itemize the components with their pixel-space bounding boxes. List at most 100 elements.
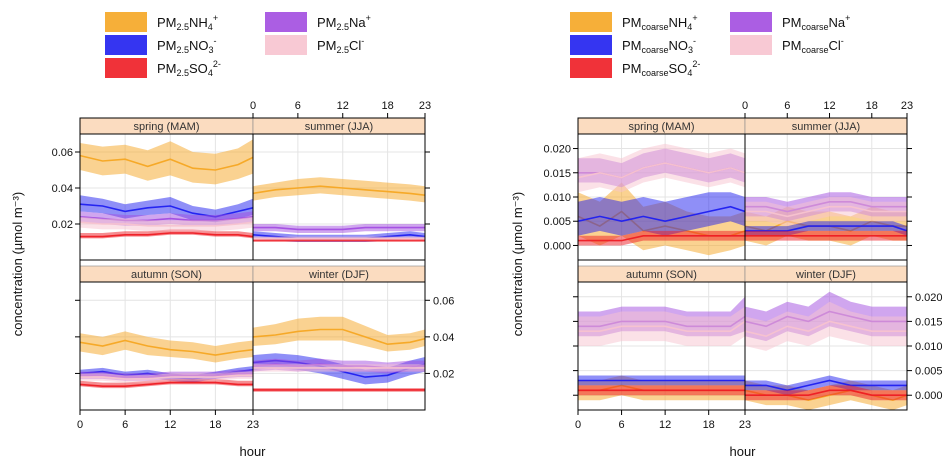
x-tick-label: 23 bbox=[739, 419, 751, 431]
legend-label: PM2.5NO3- bbox=[157, 36, 217, 55]
series-band-Cl bbox=[745, 301, 907, 351]
legend-label: PMcoarseSO42- bbox=[622, 59, 700, 78]
x-axis-title: hour bbox=[239, 444, 266, 459]
series-line-Cl bbox=[578, 162, 745, 179]
panel-spring: spring (MAM) bbox=[577, 117, 746, 261]
legend-item: PMcoarseSO42- bbox=[570, 58, 700, 78]
x-tick-label: 12 bbox=[823, 100, 835, 112]
panel-strip-label: spring (MAM) bbox=[133, 121, 199, 133]
series-band-SO4 bbox=[578, 230, 745, 246]
y-tick-label: 0.005 bbox=[915, 366, 943, 378]
series-line-NH4 bbox=[253, 328, 425, 346]
x-tick-label: 23 bbox=[419, 100, 431, 112]
y-tick-label: 0.010 bbox=[543, 192, 571, 204]
x-tick-label: 18 bbox=[866, 100, 878, 112]
series-line-SO4 bbox=[578, 235, 745, 242]
y-tick-label: 0.06 bbox=[52, 147, 73, 159]
panel-series bbox=[578, 143, 745, 256]
panel-strip-label: autumn (SON) bbox=[131, 269, 202, 281]
y-tick-label: 0.005 bbox=[543, 216, 571, 228]
series-band-NO3 bbox=[578, 192, 745, 236]
legend-item: PM2.5Cl- bbox=[265, 35, 364, 55]
legend-item: PMcoarseNa+ bbox=[730, 12, 850, 32]
panel-series bbox=[80, 139, 253, 239]
series-line-NO3 bbox=[745, 379, 907, 392]
legend-label: PMcoarseCl- bbox=[782, 36, 844, 55]
y-tick-label: 0.04 bbox=[52, 183, 73, 195]
panel-summer: summer (JJA) bbox=[252, 117, 426, 261]
y-tick-label: 0.02 bbox=[52, 219, 73, 231]
panel-strip-label: winter (DJF) bbox=[795, 269, 856, 281]
panel-spring: spring (MAM) bbox=[79, 117, 254, 261]
x-tick-label: 6 bbox=[122, 419, 128, 431]
x-tick-label: 6 bbox=[295, 100, 301, 112]
x-tick-label: 23 bbox=[901, 100, 913, 112]
legend-item: PMcoarseNH4+ bbox=[570, 12, 698, 32]
series-line-NH4 bbox=[253, 185, 425, 196]
series-line-NO3 bbox=[578, 205, 745, 223]
series-line-SO4 bbox=[745, 389, 907, 397]
x-tick-label: 18 bbox=[381, 100, 393, 112]
panel-series bbox=[253, 316, 425, 392]
panel-series bbox=[745, 192, 907, 246]
panel-series bbox=[578, 296, 745, 401]
y-axis-title: concentration (µmol m⁻³) bbox=[10, 192, 25, 336]
x-tick-label: 18 bbox=[209, 419, 221, 431]
series-line-Na bbox=[253, 226, 425, 231]
legend-swatch bbox=[730, 12, 772, 32]
y-tick-label: 0.015 bbox=[543, 168, 571, 180]
series-line-Cl bbox=[745, 205, 907, 218]
panel-series bbox=[253, 177, 425, 242]
panel-winter: winter (DJF) bbox=[744, 265, 908, 411]
series-line-Cl bbox=[80, 221, 253, 227]
x-tick-label: 0 bbox=[250, 100, 256, 112]
legend-label: PM2.5Cl- bbox=[317, 36, 364, 55]
panel-autumn: autumn (SON) bbox=[577, 265, 746, 411]
y-tick-label: 0.020 bbox=[915, 292, 943, 304]
series-band-NH4 bbox=[80, 139, 253, 185]
series-line-Cl bbox=[578, 320, 745, 333]
legend-swatch bbox=[730, 35, 772, 55]
x-tick-label: 12 bbox=[164, 419, 176, 431]
x-tick-label: 6 bbox=[619, 419, 625, 431]
panel-autumn: autumn (SON) bbox=[79, 265, 254, 411]
panel-strip-label: autumn (SON) bbox=[626, 269, 697, 281]
y-tick-label: 0.000 bbox=[915, 390, 943, 402]
series-band-NH4 bbox=[80, 331, 253, 363]
legend-swatch bbox=[570, 12, 612, 32]
panel-winter: winter (DJF) bbox=[252, 265, 426, 411]
panel-strip-label: spring (MAM) bbox=[628, 121, 694, 133]
panel-series bbox=[745, 291, 907, 410]
legend-swatch bbox=[105, 35, 147, 55]
x-tick-label: 23 bbox=[247, 419, 259, 431]
legend-item: PM2.5NH4+ bbox=[105, 12, 218, 32]
x-tick-label: 0 bbox=[742, 100, 748, 112]
chart-1: PMcoarseNH4+ PMcoarseNO3- PMcoarseSO42- PMc… bbox=[510, 12, 943, 459]
series-band-Cl bbox=[80, 216, 253, 232]
panel-strip-label: summer (JJA) bbox=[792, 121, 860, 133]
legend-item: PM2.5NO3- bbox=[105, 35, 217, 55]
legend-label: PM2.5Na+ bbox=[317, 13, 371, 32]
legend-swatch bbox=[570, 58, 612, 78]
x-tick-label: 0 bbox=[575, 419, 581, 431]
legend-label: PMcoarseNH4+ bbox=[622, 13, 698, 32]
y-tick-label: 0.02 bbox=[433, 368, 454, 380]
series-band-Na bbox=[253, 224, 425, 233]
x-axis-title: hour bbox=[729, 444, 756, 459]
legend-swatch bbox=[105, 12, 147, 32]
y-tick-label: 0.010 bbox=[915, 341, 943, 353]
panel-strip-label: summer (JJA) bbox=[305, 121, 373, 133]
legend-swatch bbox=[265, 35, 307, 55]
y-axis-title: concentration (µmol m⁻³) bbox=[510, 192, 525, 336]
panel-strip-label: winter (DJF) bbox=[308, 269, 369, 281]
x-tick-label: 6 bbox=[784, 100, 790, 112]
series-line-SO4 bbox=[80, 232, 253, 238]
series-line-NO3 bbox=[80, 203, 253, 218]
x-tick-label: 18 bbox=[703, 419, 715, 431]
x-tick-label: 12 bbox=[337, 100, 349, 112]
legend-item: PM2.5SO42- bbox=[105, 58, 221, 78]
legend-swatch bbox=[105, 58, 147, 78]
panel-series bbox=[80, 331, 253, 389]
